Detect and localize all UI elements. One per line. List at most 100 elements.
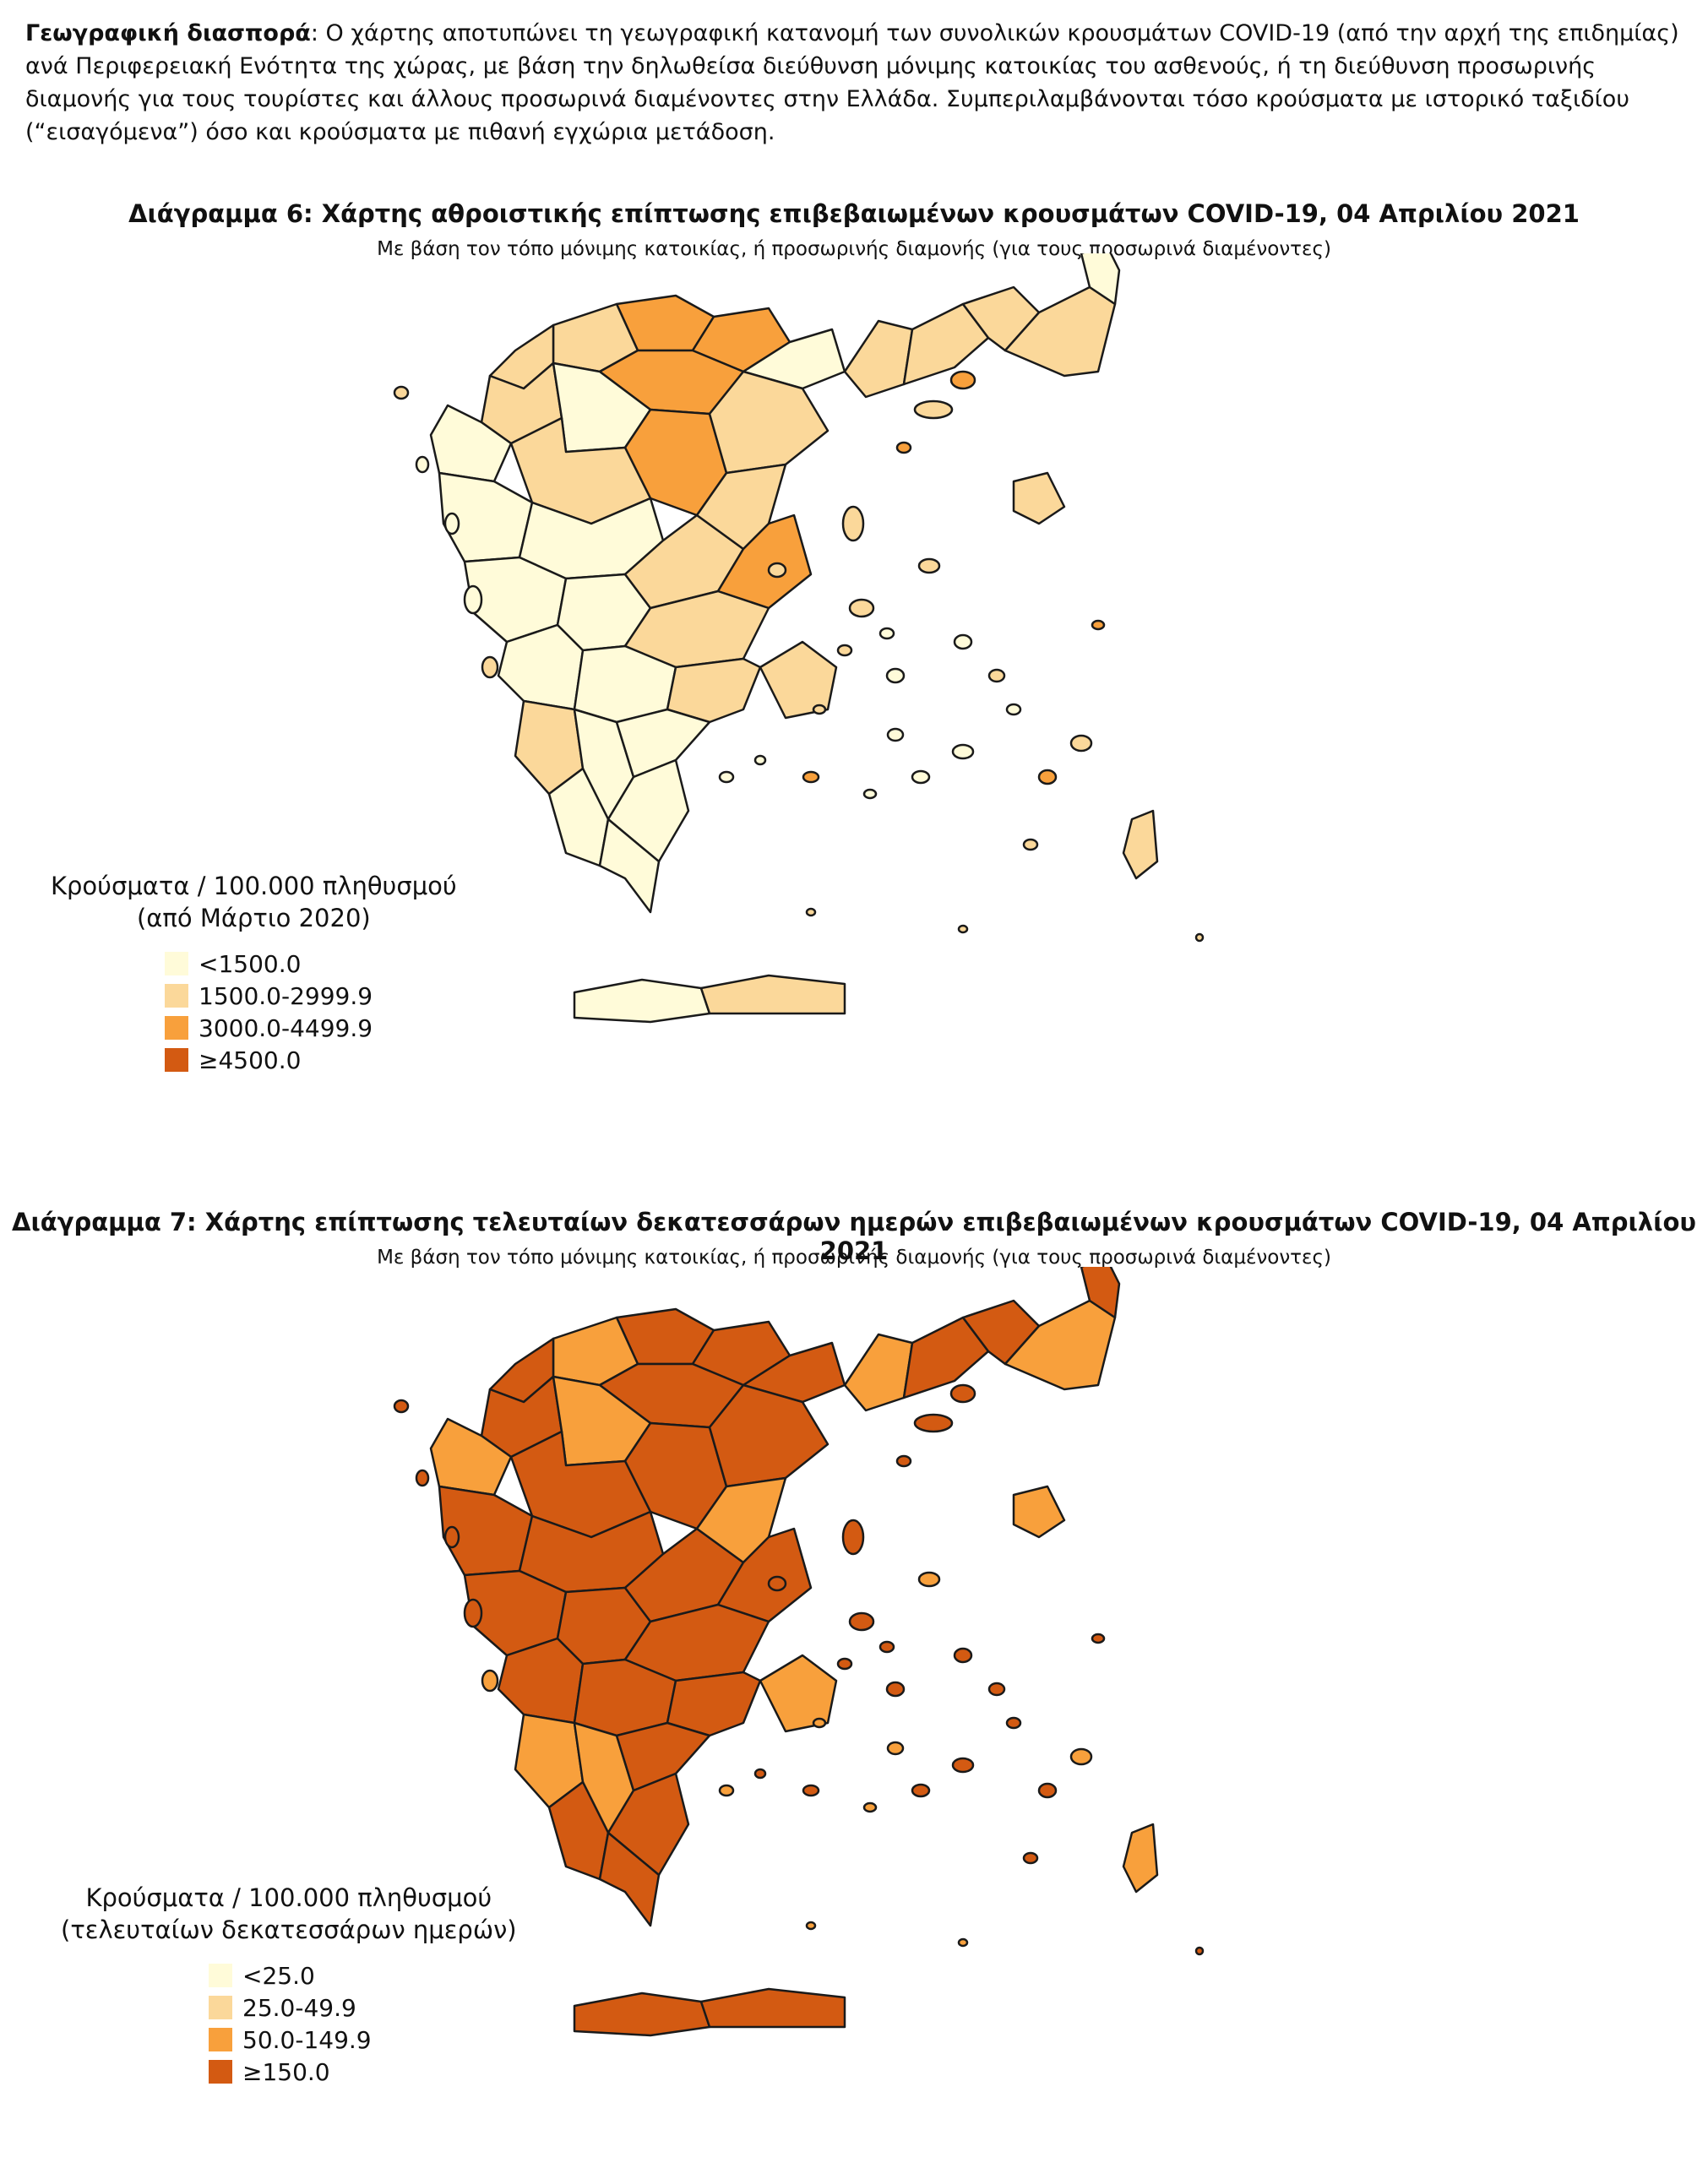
island [953,1647,973,1664]
regional-unit [1122,809,1159,880]
regional-unit [1012,1485,1066,1539]
legend-swatch [209,2060,232,2084]
island [957,924,969,934]
island [917,1571,941,1588]
island [481,1669,499,1693]
island [802,770,820,784]
island [1091,1633,1106,1644]
legend-item: <25.0 [209,1959,517,1992]
island [836,644,853,657]
island [718,770,735,784]
regional-unit [759,1654,838,1733]
island [802,1784,820,1797]
legend-label: <1500.0 [199,949,302,978]
island [1069,734,1093,753]
intro-text: : Ο χάρτης αποτυπώνει τη γεωγραφική κατα… [25,20,1679,145]
legend-swatch [209,1964,232,1987]
regional-unit [598,818,661,914]
island [463,1598,483,1628]
legend-label: 25.0-49.9 [242,1993,356,2022]
island [953,633,973,650]
figure-7-title: Διάγραμμα 7: Χάρτης επίπτωσης τελευταίων… [12,1208,1696,1265]
island [443,512,460,535]
legend-label: ≥150.0 [242,2057,330,2086]
regional-unit [1080,253,1121,306]
island [951,1757,975,1774]
island [1069,1747,1093,1766]
island [415,1469,430,1487]
island [1194,932,1205,943]
island [812,1717,827,1729]
island [463,584,483,615]
figure-7-subtitle: Με βάση τον τόπο μόνιμης κατοικίας, ή πρ… [377,1247,1331,1269]
regional-unit [598,1831,661,1927]
island [957,1937,969,1948]
island [753,754,767,766]
regional-unit [607,1772,690,1877]
legend-item: ≥150.0 [209,2056,517,2088]
legend-item: 3000.0-4499.9 [165,1012,457,1044]
island [415,455,430,474]
island [848,1611,875,1632]
legend-item: <1500.0 [165,948,457,980]
regional-unit [902,302,990,386]
island [393,1399,410,1414]
incidence-map-14-days [393,1267,1205,2037]
regional-unit [742,1341,846,1404]
island [1022,1851,1039,1865]
regional-unit [615,1721,711,1792]
island [767,562,787,579]
island [886,727,905,742]
island [862,788,878,800]
island [987,668,1006,683]
figure-6-subtitle: Με βάση τον τόπο μόνιμης κατοικίας, ή πρ… [377,238,1331,260]
legend-item: 25.0-49.9 [209,1992,517,2024]
island [885,667,906,684]
legend-swatch [165,984,188,1008]
regional-unit [1122,1823,1159,1894]
island [886,1741,905,1756]
island [987,1682,1006,1697]
island [1022,838,1039,851]
regional-unit [615,708,711,779]
island [812,704,827,715]
regional-unit [742,328,846,390]
legend-title-period: (τελευταίων δεκατεσσάρων ημερών) [61,1915,517,1944]
island [481,655,499,679]
regional-unit [573,978,711,1024]
island [949,1383,976,1404]
legend-title: Κρούσματα / 100.000 πληθυσμού [85,1883,492,1912]
island [805,1921,817,1931]
regional-unit [1012,471,1066,525]
regions-group [393,253,1205,1024]
island [393,385,410,400]
island [848,598,875,618]
island [443,1525,460,1549]
regional-unit [1080,1267,1121,1319]
legend-item: 1500.0-2999.9 [165,980,457,1012]
island [895,441,912,454]
legend-title-period: (από Μάρτιο 2020) [136,904,371,932]
intro-lead: Γεωγραφική διασπορά [25,20,311,46]
regional-unit [607,758,690,863]
island [753,1768,767,1780]
island [913,399,954,420]
island [836,1657,853,1671]
legend-swatch [165,1016,188,1040]
island [805,907,817,917]
regional-unit [759,640,838,720]
regional-unit [573,1992,711,2037]
legend-swatch [165,952,188,975]
legend-swatch [209,1996,232,2019]
legend-label: 50.0-149.9 [242,2025,372,2054]
island [1037,1782,1058,1799]
island [885,1681,906,1698]
regional-unit [902,1316,990,1399]
island [951,743,975,760]
legend-label: <25.0 [242,1961,315,1990]
island [718,1784,735,1797]
island [767,1575,787,1592]
intro-paragraph: Γεωγραφική διασπορά: Ο χάρτης αποτυπώνει… [25,17,1683,149]
legend-item: 50.0-149.9 [209,2024,517,2056]
figure-6-title: Διάγραμμα 6: Χάρτης αθροιστικής επίπτωση… [128,199,1580,228]
